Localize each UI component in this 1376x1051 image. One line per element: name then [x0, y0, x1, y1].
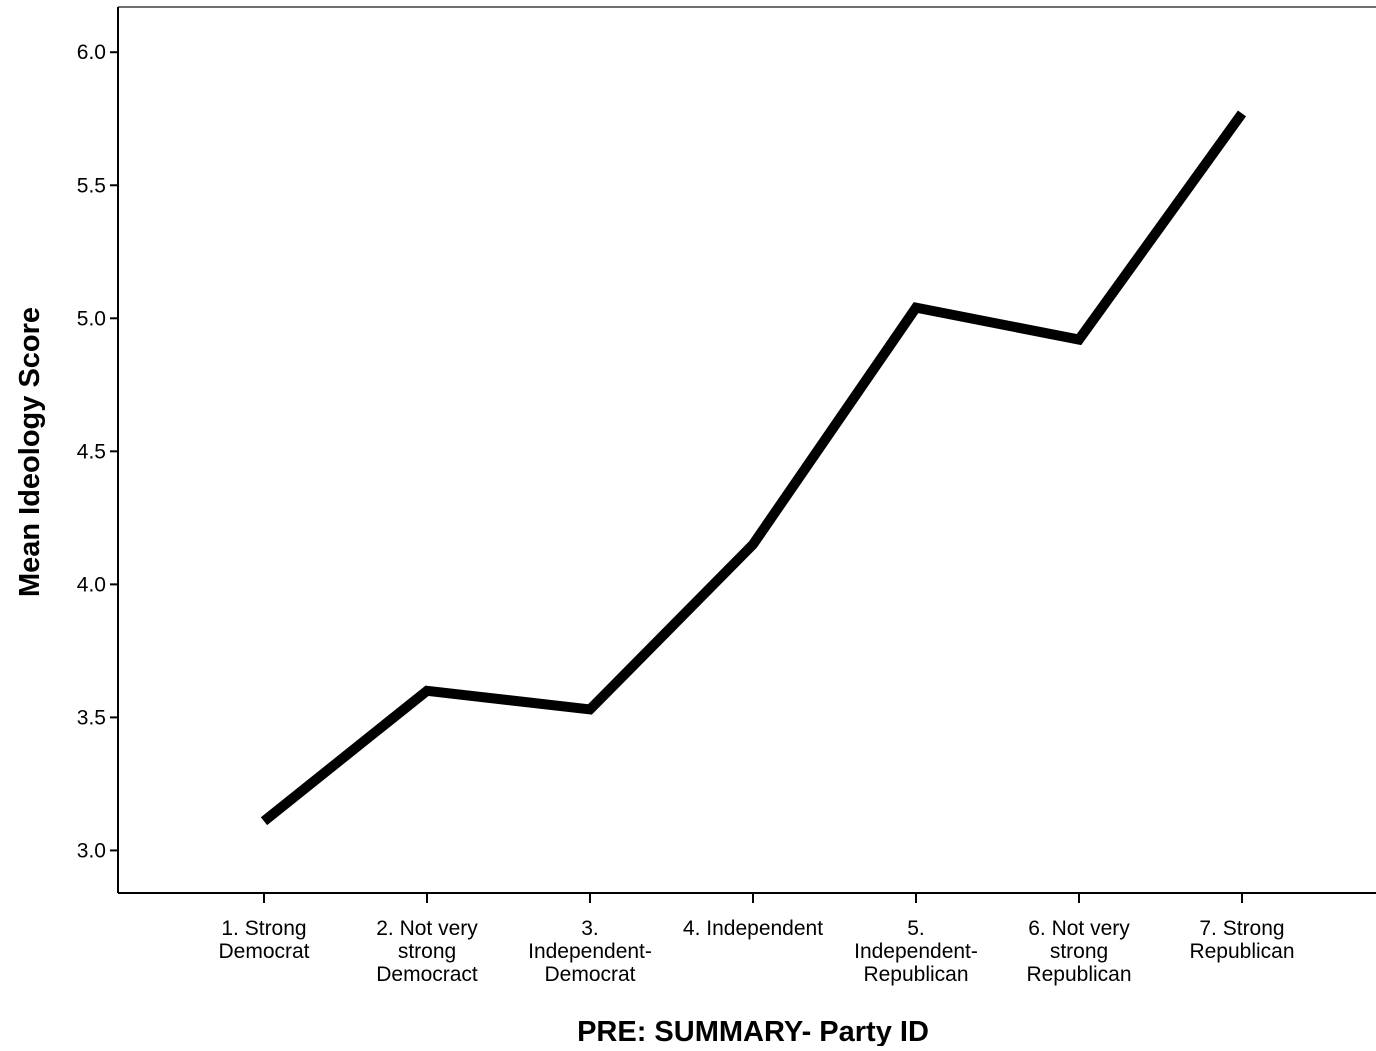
y-tick-label: 6.0	[77, 41, 106, 64]
series-line	[264, 113, 1242, 821]
x-tick-label: 3.Independent-Democrat	[528, 917, 652, 986]
y-tick-label: 5.5	[77, 174, 106, 197]
x-tick-label: 5.Independent-Republican	[854, 917, 978, 986]
y-tick-label: 3.5	[77, 706, 106, 729]
y-tick-label: 3.0	[77, 839, 106, 862]
y-tick-label: 5.0	[77, 307, 106, 330]
y-axis-title: Mean Ideology Score	[14, 307, 46, 597]
x-tick-label: 4. Independent	[683, 917, 823, 940]
y-tick-label: 4.0	[77, 573, 106, 596]
x-axis-title: PRE: SUMMARY- Party ID	[577, 1016, 929, 1046]
y-tick-label: 4.5	[77, 440, 106, 463]
